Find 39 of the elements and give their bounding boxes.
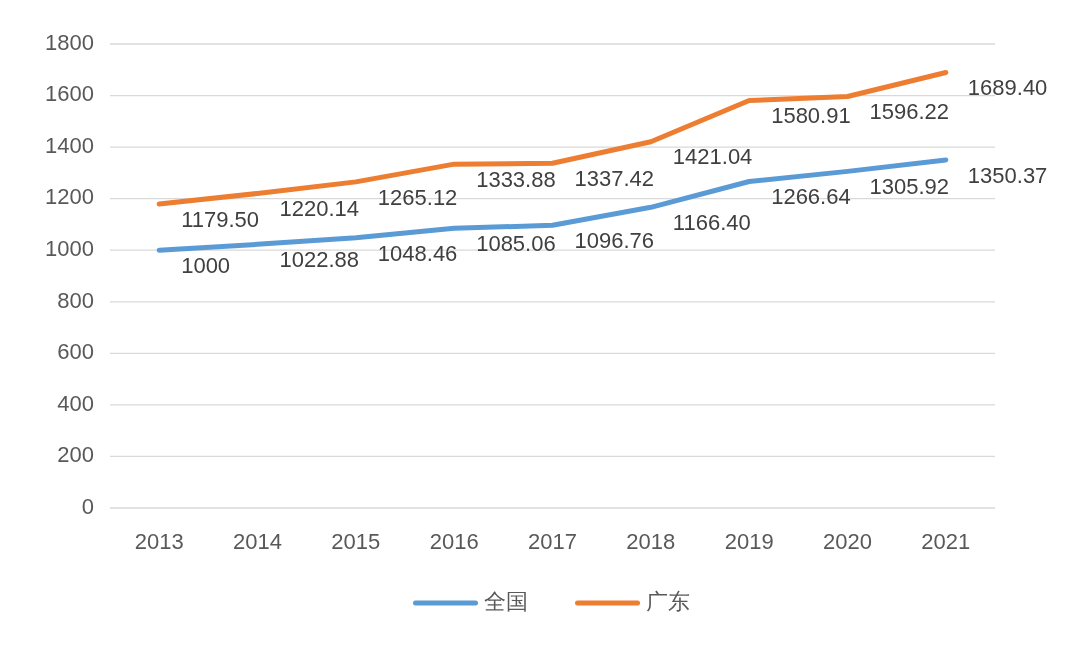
y-tick-label: 1400 <box>45 132 94 158</box>
data-label: 1350.37 <box>967 162 1048 188</box>
data-label: 1265.12 <box>377 184 458 210</box>
data-label: 1305.92 <box>869 174 950 200</box>
data-label: 1022.88 <box>279 247 360 273</box>
x-tick-label: 2020 <box>823 528 872 554</box>
x-tick-label: 2017 <box>528 528 577 554</box>
data-label: 1048.46 <box>377 240 458 266</box>
data-label: 1179.50 <box>181 206 260 232</box>
x-tick-label: 2013 <box>134 528 184 554</box>
data-label: 1085.06 <box>476 231 556 257</box>
x-tick-label: 2021 <box>921 528 971 554</box>
y-tick-label: 200 <box>57 442 94 468</box>
data-label: 1000 <box>181 253 231 279</box>
data-label: 1689.40 <box>967 75 1048 101</box>
data-label: 1166.40 <box>672 210 751 236</box>
y-tick-label: 1200 <box>45 184 94 210</box>
y-tick-label: 1600 <box>45 81 94 107</box>
data-label: 1333.88 <box>476 166 556 192</box>
data-label: 1596.22 <box>869 99 950 125</box>
y-tick-label: 600 <box>57 339 94 365</box>
legend-label: 全国 <box>483 588 528 614</box>
data-label: 1337.42 <box>574 166 655 192</box>
y-tick-label: 0 <box>81 493 94 519</box>
x-tick-label: 2014 <box>233 528 282 554</box>
data-label: 1096.76 <box>574 228 655 254</box>
x-tick-label: 2019 <box>724 528 774 554</box>
y-tick-label: 800 <box>57 287 94 313</box>
x-tick-label: 2018 <box>626 528 676 554</box>
legend-label: 广东 <box>645 588 690 614</box>
data-label: 1220.14 <box>279 196 360 222</box>
x-tick-label: 2015 <box>331 528 381 554</box>
data-label: 1580.91 <box>771 103 851 129</box>
data-label: 1266.64 <box>771 184 851 210</box>
y-tick-label: 1000 <box>45 236 94 262</box>
y-tick-label: 400 <box>57 390 94 416</box>
x-tick-label: 2016 <box>429 528 479 554</box>
y-tick-label: 1800 <box>45 29 94 55</box>
data-label: 1421.04 <box>672 144 753 170</box>
